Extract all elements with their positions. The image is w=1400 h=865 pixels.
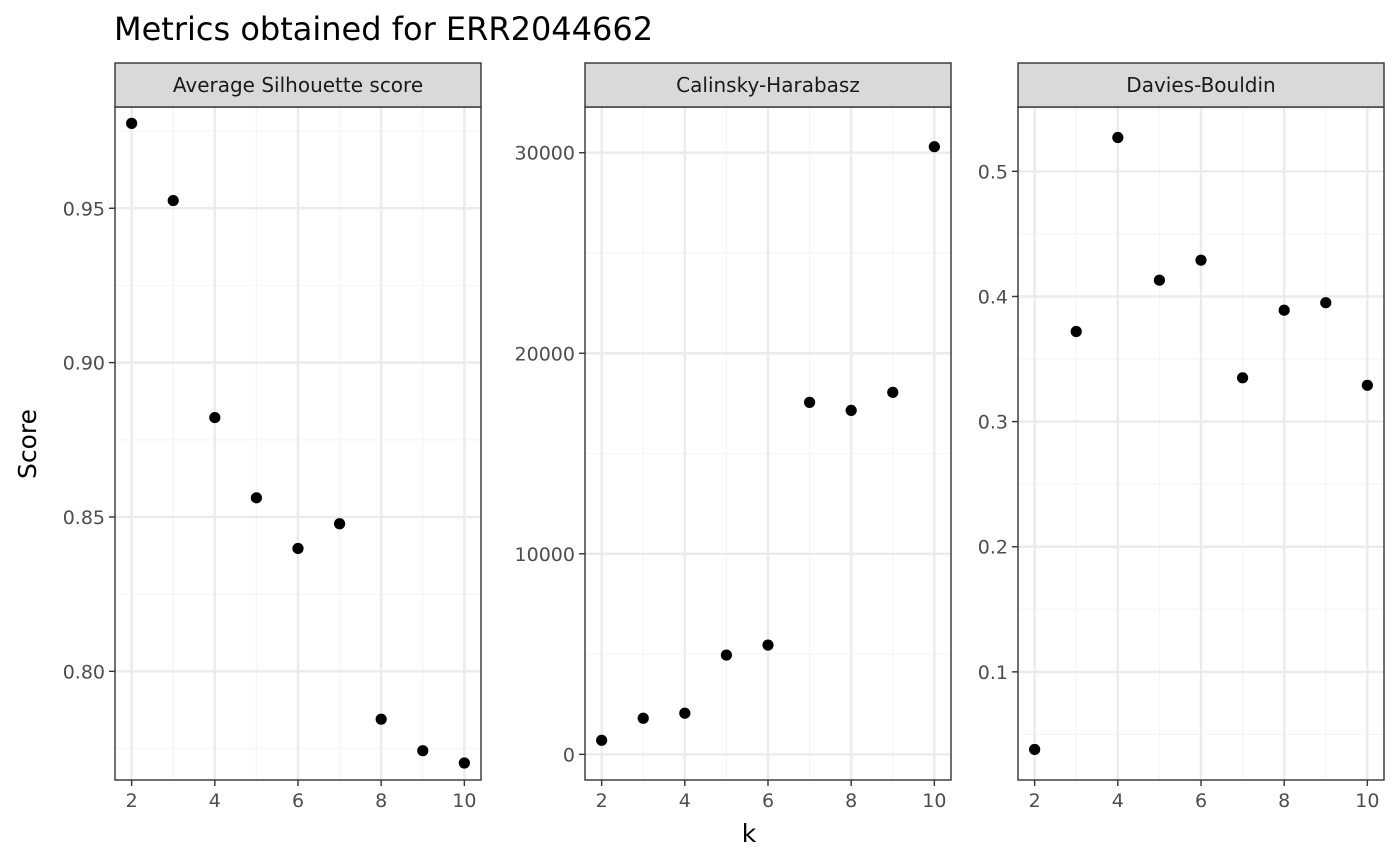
y-axis-title: Score — [13, 409, 42, 479]
data-point — [1278, 304, 1290, 316]
facet-strip — [584, 62, 952, 108]
data-point — [375, 713, 387, 725]
data-point — [126, 117, 138, 129]
x-axis-title: k — [742, 819, 757, 848]
x-tick-label: 4 — [209, 790, 221, 812]
data-point — [1361, 379, 1373, 391]
y-tick-label: 0.5 — [978, 161, 1008, 183]
x-tick-label: 6 — [762, 790, 774, 812]
data-point — [596, 734, 608, 746]
data-point — [928, 141, 940, 153]
x-tick-label: 10 — [1355, 790, 1379, 812]
data-point — [720, 649, 733, 661]
data-point — [458, 757, 470, 769]
y-tick-label: 0.90 — [63, 353, 105, 375]
data-point — [1153, 274, 1166, 286]
data-point — [1195, 254, 1207, 266]
facet-panel: Calinsky-Harabasz 2 4 6 8 10 0 10000 20000 30000 — [515, 62, 952, 812]
data-point — [417, 745, 429, 757]
x-tick-label: 2 — [596, 790, 608, 812]
facet-strip-label: Davies-Bouldin — [1126, 73, 1275, 97]
data-point — [679, 707, 691, 719]
chart-title: Metrics obtained for ERR2044662 — [114, 10, 653, 48]
x-tick-label: 6 — [292, 790, 304, 812]
x-tick-label: 2 — [126, 790, 138, 812]
data-point — [333, 518, 346, 530]
data-point — [209, 411, 221, 424]
facet-strip — [114, 62, 482, 108]
facet-strip — [1017, 62, 1385, 108]
x-tick-label: 8 — [845, 790, 857, 812]
x-tick-label: 8 — [375, 790, 387, 812]
facet-panel: Davies-Bouldin 2 4 6 8 10 0.1 0.2 0.3 0.4 0.5 — [978, 62, 1385, 812]
y-tick-label: 0.3 — [978, 412, 1008, 434]
y-tick-label: 20000 — [515, 343, 575, 365]
data-point — [1112, 131, 1124, 144]
x-tick-label: 8 — [1278, 790, 1290, 812]
x-tick-label: 10 — [452, 790, 476, 812]
data-point — [887, 386, 899, 398]
x-tick-label: 6 — [1195, 790, 1207, 812]
x-tick-label: 4 — [1112, 790, 1124, 812]
data-point — [167, 194, 179, 207]
data-point — [1070, 325, 1082, 338]
y-tick-label: 0.4 — [978, 286, 1008, 308]
data-point — [1320, 297, 1332, 309]
data-point — [1236, 372, 1249, 384]
y-tick-label: 0.1 — [978, 662, 1008, 684]
data-point — [637, 712, 649, 724]
x-tick-label: 4 — [679, 790, 691, 812]
data-point — [803, 396, 816, 408]
y-tick-label: 0.95 — [63, 198, 105, 220]
y-tick-label: 0.80 — [63, 661, 105, 683]
y-tick-label: 30000 — [515, 143, 575, 165]
y-tick-label: 10000 — [515, 544, 575, 566]
x-tick-label: 10 — [922, 790, 946, 812]
data-point — [250, 492, 263, 504]
x-tick-label: 2 — [1029, 790, 1041, 812]
data-point — [845, 404, 857, 417]
facet-panels: Average Silhouette score 2 4 6 8 10 0.80 0.85 0.… — [63, 62, 1385, 812]
y-tick-label: 0.2 — [978, 537, 1008, 559]
y-tick-label: 0.85 — [63, 507, 105, 529]
data-point — [292, 542, 304, 555]
data-point — [762, 639, 774, 651]
facet-strip-label: Calinsky-Harabasz — [676, 73, 860, 97]
data-point — [1029, 743, 1041, 756]
y-tick-label: 0 — [563, 744, 575, 766]
facet-panel: Average Silhouette score 2 4 6 8 10 0.80 0.85 0.… — [63, 62, 482, 812]
facet-strip-label: Average Silhouette score — [173, 73, 423, 97]
